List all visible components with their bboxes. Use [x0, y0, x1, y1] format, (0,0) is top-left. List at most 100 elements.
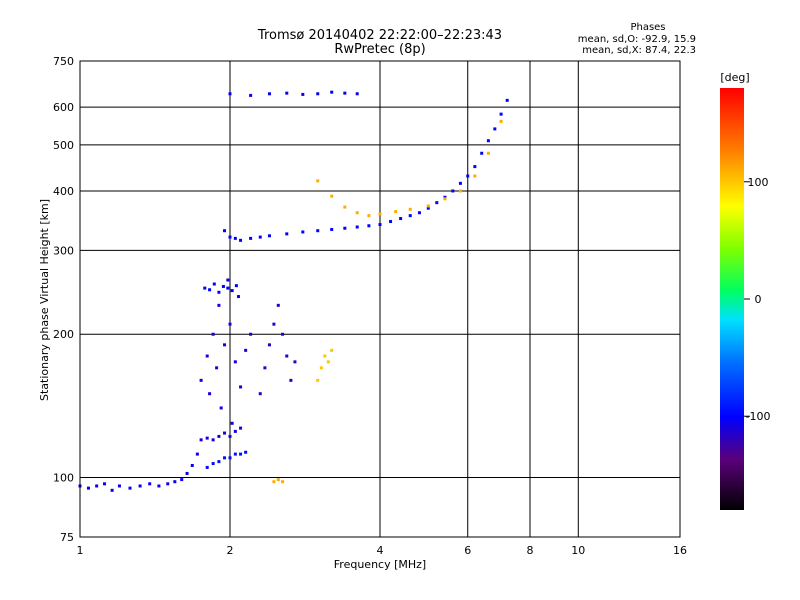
data-point	[272, 480, 276, 484]
data-point	[180, 478, 184, 482]
data-point	[239, 426, 243, 430]
x-tick-label: 10	[571, 544, 585, 557]
data-point	[166, 482, 170, 486]
data-point	[301, 92, 305, 96]
data-point	[443, 195, 447, 199]
data-point	[249, 332, 253, 336]
data-point	[443, 197, 447, 201]
data-point	[211, 332, 215, 336]
colorbar-label: [deg]	[720, 71, 749, 84]
data-point	[223, 456, 227, 460]
data-point	[239, 385, 243, 389]
chart-subtitle: RwPretec (8p)	[334, 42, 425, 57]
data-point	[258, 392, 262, 396]
data-point	[173, 480, 177, 484]
data-point	[267, 92, 271, 96]
data-point	[258, 235, 262, 239]
data-point	[408, 214, 412, 218]
data-point	[205, 436, 209, 440]
data-point	[316, 378, 320, 382]
data-point	[473, 165, 477, 169]
data-point	[326, 360, 330, 364]
x-axis-label: Frequency [MHz]	[334, 558, 426, 571]
y-tick-labels: 75 100 200 300 400 500 600 750	[53, 55, 74, 544]
data-point	[378, 223, 382, 227]
x-tick-label: 1	[77, 544, 84, 557]
data-point	[212, 282, 216, 286]
data-point	[228, 434, 232, 438]
data-point	[157, 484, 161, 488]
data-point	[435, 201, 439, 205]
data-point	[323, 354, 327, 358]
data-point	[244, 348, 248, 352]
data-point	[267, 234, 271, 238]
data-point	[276, 303, 280, 307]
data-point	[330, 348, 334, 352]
data-point	[343, 205, 347, 209]
colorbar-tick-label: 100	[748, 176, 769, 189]
data-point	[417, 211, 421, 215]
data-point	[203, 286, 207, 290]
data-point	[86, 486, 90, 490]
data-point	[355, 225, 359, 229]
data-point	[466, 174, 470, 178]
data-point	[458, 189, 462, 193]
phase-stats-x: mean, sd,X: 87.4, 22.3	[582, 45, 696, 56]
data-point	[505, 98, 509, 102]
data-point	[473, 174, 477, 178]
data-point	[199, 438, 203, 442]
data-point	[239, 238, 243, 242]
y-tick-label: 500	[53, 139, 74, 152]
y-tick-label: 400	[53, 185, 74, 198]
data-point	[272, 322, 276, 326]
data-points	[78, 90, 509, 492]
data-point	[208, 392, 212, 396]
data-point	[458, 181, 462, 185]
data-point	[190, 463, 194, 467]
data-point	[233, 236, 237, 240]
data-point	[234, 284, 238, 288]
data-point	[223, 431, 227, 435]
data-point	[228, 92, 232, 96]
data-point	[211, 462, 215, 466]
data-point	[285, 232, 289, 236]
data-point	[217, 460, 221, 464]
data-point	[138, 484, 142, 488]
data-point	[103, 482, 107, 486]
data-point	[215, 366, 219, 370]
data-point	[219, 406, 223, 410]
colorbar-tick-label: 0	[755, 293, 762, 306]
data-point	[228, 322, 232, 326]
data-point	[148, 482, 152, 486]
colorbar	[720, 88, 744, 510]
data-point	[233, 452, 237, 456]
data-point	[301, 230, 305, 234]
data-point	[205, 465, 209, 469]
data-point	[211, 438, 215, 442]
data-point	[226, 278, 230, 282]
colorbar-tick-label: -100	[746, 410, 771, 423]
data-point	[394, 210, 398, 214]
data-point	[281, 480, 285, 484]
data-point	[319, 366, 323, 370]
data-point	[226, 286, 230, 290]
data-point	[426, 204, 430, 208]
data-point	[128, 486, 132, 490]
x-tick-label: 16	[673, 544, 687, 557]
data-point	[378, 212, 382, 216]
data-point	[367, 214, 371, 218]
data-point	[276, 478, 280, 482]
colorbar-ticks: 100 0 -100	[744, 176, 770, 423]
data-point	[230, 421, 234, 425]
data-point	[293, 360, 297, 364]
data-point	[355, 92, 359, 96]
data-point	[233, 429, 237, 433]
data-point	[316, 229, 320, 233]
data-point	[95, 484, 99, 488]
data-point	[263, 366, 267, 370]
data-point	[355, 211, 359, 215]
x-tick-label: 4	[377, 544, 384, 557]
data-point	[480, 151, 484, 155]
data-point	[486, 139, 490, 143]
data-point	[493, 127, 497, 131]
